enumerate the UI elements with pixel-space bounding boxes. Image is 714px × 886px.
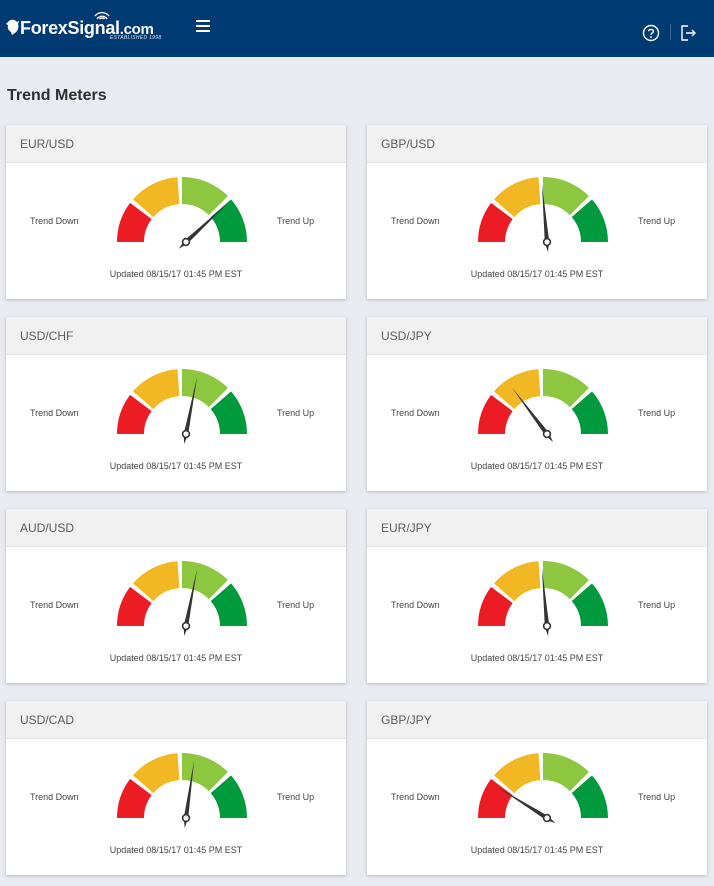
logout-icon[interactable]: [679, 24, 697, 42]
gauge-needle: [183, 760, 195, 828]
needle-pivot: [181, 429, 191, 439]
trend-gauge: [478, 177, 608, 252]
trend-up-label: Trend Up: [638, 600, 676, 610]
header-divider: [670, 24, 671, 40]
trend-gauge: [478, 369, 608, 442]
gauge-needle: [183, 377, 198, 444]
trend-up-label: Trend Up: [277, 600, 315, 610]
trend-gauge: [117, 753, 247, 828]
trend-meter-card: GBP/USD Trend Down Trend Up Updated 08/15/1…: [367, 125, 707, 299]
gauge-area: Trend Down Trend Up Updated 08/15/17 01:45…: [6, 163, 346, 299]
needle-pivot: [181, 621, 191, 631]
trend-up-label: Trend Up: [638, 408, 676, 418]
trend-down-label: Trend Down: [30, 408, 79, 418]
gauge-needle: [178, 202, 229, 249]
currency-pair-title: GBP/USD: [367, 125, 707, 163]
needle-pivot: [542, 621, 552, 631]
updated-timestamp: Updated 08/15/17 01:45 PM EST: [109, 461, 243, 471]
trend-up-label: Trend Up: [277, 792, 315, 802]
currency-pair-title: GBP/JPY: [367, 701, 707, 739]
signal-wave-icon: [94, 12, 110, 20]
bull-logo-icon: [6, 19, 19, 35]
trend-meter-card: USD/JPY Trend Down Trend Up Updated 08/15/1…: [367, 317, 707, 491]
trend-meter-card: AUD/USD Trend Down Trend Up Updated 08/15/1…: [6, 509, 346, 683]
trend-gauge: [478, 561, 608, 636]
trend-down-label: Trend Down: [391, 408, 440, 418]
logo-suffix: .com: [119, 21, 154, 38]
trend-down-label: Trend Down: [30, 792, 79, 802]
gauge-area: Trend Down Trend Up Updated 08/15/17 01:45…: [6, 355, 346, 491]
updated-timestamp: Updated 08/15/17 01:45 PM EST: [470, 461, 604, 471]
currency-pair-title: USD/CHF: [6, 317, 346, 355]
gauge-area: Trend Down Trend Up Updated 08/15/17 01:45…: [367, 547, 707, 683]
needle-pivot: [181, 237, 191, 247]
help-icon[interactable]: [642, 24, 660, 42]
trend-meter-card: EUR/USD Trend Down Trend Up Updated 08/15/1…: [6, 125, 346, 299]
trend-meter-card: GBP/JPY Trend Down Trend Up Updated 08/15/1…: [367, 701, 707, 875]
currency-pair-title: EUR/JPY: [367, 509, 707, 547]
trend-meter-card: USD/CHF Trend Down Trend Up Updated 08/15/1…: [6, 317, 346, 491]
gauge-area: Trend Down Trend Up Updated 08/15/17 01:45…: [367, 739, 707, 875]
trend-up-label: Trend Up: [638, 792, 676, 802]
needle-pivot: [542, 429, 552, 439]
needle-pivot: [542, 237, 552, 247]
gauge-area: Trend Down Trend Up Updated 08/15/17 01:45…: [367, 163, 707, 299]
currency-pair-title: USD/JPY: [367, 317, 707, 355]
page-title: Trend Meters: [7, 87, 107, 104]
updated-timestamp: Updated 08/15/17 01:45 PM EST: [109, 269, 243, 279]
trend-gauge: [117, 369, 247, 444]
logo-name: ForexSignal: [20, 18, 120, 38]
gauge-needle: [512, 387, 554, 442]
currency-pair-title: EUR/USD: [6, 125, 346, 163]
trend-up-label: Trend Up: [277, 216, 315, 226]
trend-down-label: Trend Down: [30, 600, 79, 610]
updated-timestamp: Updated 08/15/17 01:45 PM EST: [470, 845, 604, 855]
trend-gauge: [117, 561, 247, 636]
gauge-area: Trend Down Trend Up Updated 08/15/17 01:45…: [6, 547, 346, 683]
gauge-area: Trend Down Trend Up Updated 08/15/17 01:45…: [367, 355, 707, 491]
needle-pivot: [181, 813, 191, 823]
gauge-needle: [183, 569, 198, 636]
updated-timestamp: Updated 08/15/17 01:45 PM EST: [470, 269, 604, 279]
needle-pivot: [542, 813, 552, 823]
trend-up-label: Trend Up: [277, 408, 315, 418]
trend-down-label: Trend Down: [30, 216, 79, 226]
trend-meter-card: EUR/JPY Trend Down Trend Up Updated 08/15/1…: [367, 509, 707, 683]
gauge-needle: [497, 787, 556, 824]
currency-pair-title: AUD/USD: [6, 509, 346, 547]
trend-meter-card: USD/CAD Trend Down Trend Up Updated 08/15/1…: [6, 701, 346, 875]
forexsignal-logo[interactable]: ForexSignal.com ESTABLISHED 1998: [6, 10, 161, 46]
gauge-needle: [541, 184, 550, 252]
logo-tagline: ESTABLISHED 1998: [110, 35, 162, 41]
updated-timestamp: Updated 08/15/17 01:45 PM EST: [470, 653, 604, 663]
currency-pair-title: USD/CAD: [6, 701, 346, 739]
gauge-area: Trend Down Trend Up Updated 08/15/17 01:45…: [6, 739, 346, 875]
trend-down-label: Trend Down: [391, 792, 440, 802]
trend-down-label: Trend Down: [391, 216, 440, 226]
trend-up-label: Trend Up: [638, 216, 676, 226]
updated-timestamp: Updated 08/15/17 01:45 PM EST: [109, 653, 243, 663]
trend-gauge: [117, 177, 247, 249]
top-navigation-bar: ForexSignal.com ESTABLISHED 1998: [0, 0, 714, 57]
gauge-needle: [541, 568, 550, 636]
trend-down-label: Trend Down: [391, 600, 440, 610]
menu-icon[interactable]: [196, 20, 210, 34]
trend-gauge: [478, 753, 608, 824]
updated-timestamp: Updated 08/15/17 01:45 PM EST: [109, 845, 243, 855]
